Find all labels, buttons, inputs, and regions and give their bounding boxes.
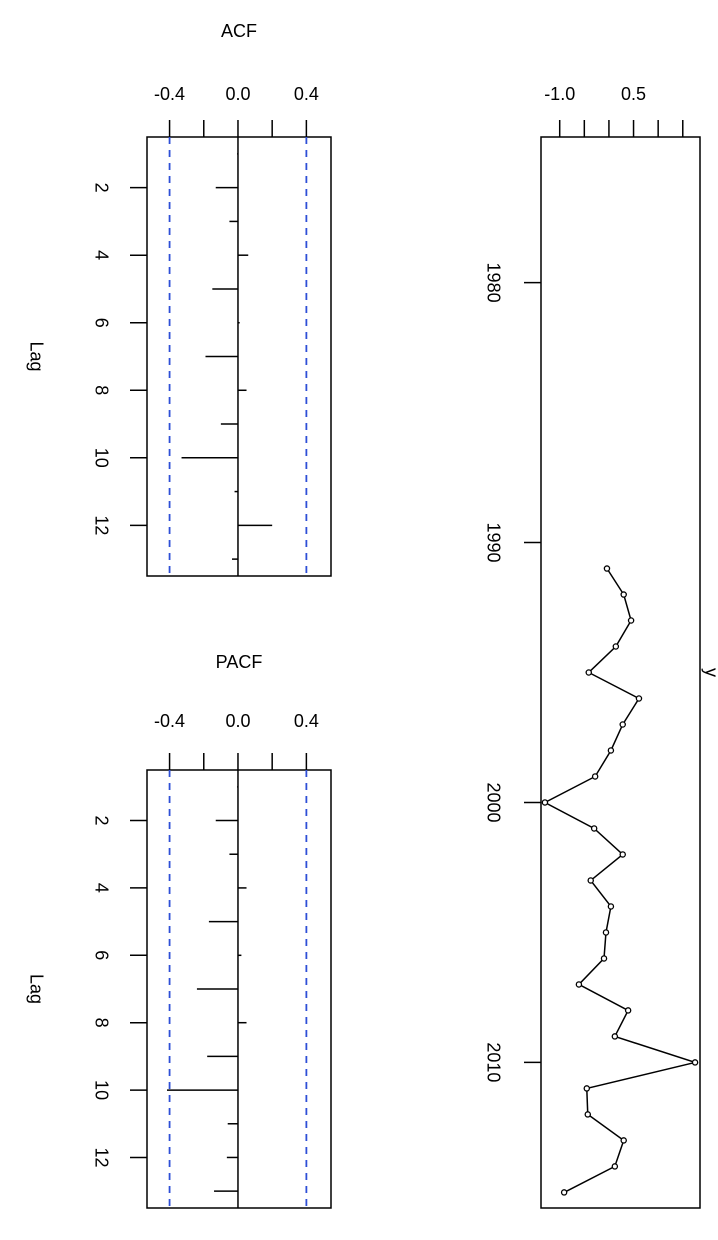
lag-tick-label: 4 (91, 883, 111, 893)
panel-title: ACF (221, 21, 257, 41)
axis-label: Lag (26, 974, 46, 1004)
series-point (600, 955, 608, 962)
lag-tick-label: 2 (91, 816, 111, 826)
series-point (611, 1033, 619, 1040)
series-point (603, 565, 611, 572)
series-point (587, 877, 594, 884)
value-tick-label: 0.5 (621, 84, 646, 104)
lag-tick-label: 8 (91, 1018, 111, 1028)
plot-frame (146, 136, 332, 577)
lag-tick-label: 2010 (483, 1042, 503, 1082)
series-point (560, 1189, 568, 1196)
lag-tick-label: 10 (91, 448, 111, 468)
series-point (541, 799, 549, 806)
lag-tick-label: 6 (91, 318, 111, 328)
series-point (590, 825, 598, 832)
value-tick-label: 0.4 (294, 84, 319, 104)
series-point (612, 643, 620, 650)
value-tick-label: 0.0 (225, 84, 250, 104)
value-tick-label: -1.0 (544, 84, 575, 104)
lag-tick-label: 2000 (483, 782, 503, 822)
series-point (627, 617, 635, 624)
lag-tick-label: 12 (91, 515, 111, 535)
value-tick-label: -0.4 (154, 711, 185, 731)
value-tick-label: 0.0 (225, 711, 250, 731)
lag-tick-label: 4 (91, 250, 111, 260)
series-point (575, 981, 583, 988)
axis-label: Lag (26, 341, 46, 371)
series-point (607, 903, 615, 910)
series-point (620, 1137, 627, 1144)
plot-frame (146, 769, 332, 1209)
series-point (619, 851, 626, 858)
series-point (607, 747, 615, 754)
value-tick-label: 0.4 (294, 711, 319, 731)
lag-tick-label: 1980 (483, 263, 503, 303)
series-point (585, 669, 592, 676)
lag-tick-label: 8 (91, 385, 111, 395)
value-tick-label: -0.4 (154, 84, 185, 104)
lag-tick-label: 10 (91, 1080, 111, 1100)
series-point (584, 1111, 592, 1118)
series-point (635, 695, 643, 702)
panel-title: PACF (216, 652, 263, 672)
series-point (583, 1085, 591, 1092)
series-point (691, 1059, 699, 1066)
series-point (611, 1163, 619, 1170)
series-point (619, 721, 626, 728)
axis-label: y (701, 668, 718, 677)
series-point (620, 591, 627, 598)
lag-tick-label: 12 (91, 1147, 111, 1167)
lag-tick-label: 2 (91, 183, 111, 193)
series-point (602, 929, 610, 936)
plot-frame (540, 136, 701, 1209)
lag-tick-label: 6 (91, 950, 111, 960)
series-point (591, 773, 599, 780)
series-point (624, 1007, 632, 1014)
series-line (543, 568, 698, 1194)
lag-tick-label: 1990 (483, 523, 503, 563)
